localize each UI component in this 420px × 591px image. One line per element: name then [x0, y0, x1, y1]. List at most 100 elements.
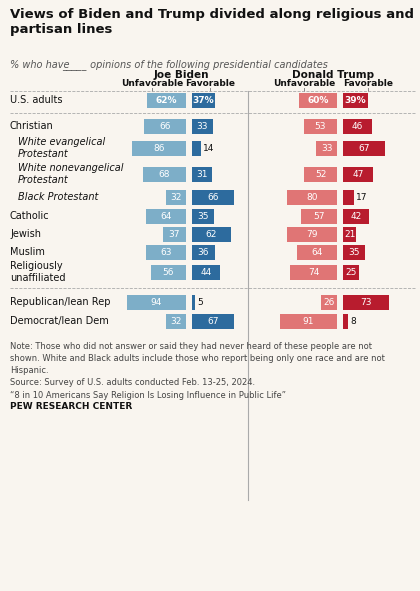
Bar	[163, 227, 186, 242]
Bar	[343, 295, 389, 310]
Text: 14: 14	[203, 144, 214, 153]
Text: Republican/lean Rep: Republican/lean Rep	[10, 297, 110, 307]
Text: Christian: Christian	[10, 121, 54, 131]
Text: White nonevangelical
Protestant: White nonevangelical Protestant	[18, 163, 123, 185]
Text: 63: 63	[160, 248, 172, 257]
Text: 44: 44	[200, 268, 212, 277]
Text: 46: 46	[352, 122, 363, 131]
Bar	[304, 167, 337, 182]
Bar	[192, 93, 215, 108]
Text: 62%: 62%	[156, 96, 177, 105]
Bar	[343, 93, 368, 108]
Text: Unfavorable: Unfavorable	[121, 79, 183, 88]
Text: 56: 56	[163, 268, 174, 277]
Bar	[192, 265, 220, 280]
Bar	[192, 314, 234, 329]
Bar	[143, 167, 186, 182]
Bar	[192, 209, 214, 224]
Bar	[343, 119, 372, 134]
Bar	[192, 141, 201, 156]
Text: 91: 91	[302, 317, 314, 326]
Text: 74: 74	[308, 268, 319, 277]
Text: 35: 35	[348, 248, 360, 257]
Text: 67: 67	[207, 317, 219, 326]
Text: U.S. adults: U.S. adults	[10, 95, 63, 105]
Bar	[147, 93, 186, 108]
Bar	[127, 295, 186, 310]
Text: 86: 86	[153, 144, 165, 153]
Text: 62: 62	[206, 230, 217, 239]
Text: Muslim: Muslim	[10, 247, 45, 257]
Text: 53: 53	[315, 122, 326, 131]
Text: 36: 36	[197, 248, 209, 257]
Text: 66: 66	[207, 193, 218, 202]
Text: 35: 35	[197, 212, 209, 221]
Bar	[343, 209, 370, 224]
Text: 64: 64	[160, 212, 171, 221]
Text: 73: 73	[360, 298, 372, 307]
Bar	[192, 245, 215, 260]
Bar	[192, 295, 195, 310]
Text: 79: 79	[306, 230, 318, 239]
Text: 32: 32	[170, 193, 181, 202]
Bar	[343, 141, 385, 156]
Text: Donald Trump: Donald Trump	[292, 70, 374, 80]
Text: 33: 33	[321, 144, 332, 153]
Text: 47: 47	[352, 170, 363, 179]
Bar	[299, 93, 337, 108]
Bar	[192, 227, 231, 242]
Bar	[290, 265, 337, 280]
Text: 5: 5	[197, 298, 203, 307]
Text: 42: 42	[351, 212, 362, 221]
Text: 26: 26	[323, 298, 334, 307]
Text: Jewish: Jewish	[10, 229, 41, 239]
Bar	[151, 265, 186, 280]
Bar	[343, 190, 354, 205]
Text: Favorable: Favorable	[185, 79, 235, 88]
Text: PEW RESEARCH CENTER: PEW RESEARCH CENTER	[10, 402, 132, 411]
Text: 64: 64	[311, 248, 323, 257]
Bar	[343, 167, 373, 182]
Text: 37%: 37%	[193, 96, 215, 105]
Bar	[280, 314, 337, 329]
Bar	[192, 167, 212, 182]
Bar	[166, 190, 186, 205]
Text: % who have: % who have	[10, 60, 69, 70]
Text: 25: 25	[345, 268, 357, 277]
Bar	[343, 265, 359, 280]
Bar	[146, 209, 186, 224]
Text: 33: 33	[197, 122, 208, 131]
Text: Catholic: Catholic	[10, 211, 50, 221]
Text: Views of Biden and Trump divided along religious and
partisan lines: Views of Biden and Trump divided along r…	[10, 8, 414, 37]
Text: Note: Those who did not answer or said they had never heard of these people are : Note: Those who did not answer or said t…	[10, 342, 385, 400]
Text: Black Protestant: Black Protestant	[18, 192, 98, 202]
Bar	[192, 190, 234, 205]
Bar	[286, 190, 337, 205]
Text: 60%: 60%	[307, 96, 329, 105]
Text: 31: 31	[196, 170, 207, 179]
Text: 17: 17	[356, 193, 367, 202]
Bar	[192, 119, 213, 134]
Bar	[343, 245, 365, 260]
Text: 57: 57	[313, 212, 325, 221]
Bar	[297, 245, 337, 260]
Text: 52: 52	[315, 170, 326, 179]
Text: Religiously
unaffiliated: Religiously unaffiliated	[10, 261, 66, 283]
Text: 68: 68	[159, 170, 171, 179]
Bar	[304, 119, 337, 134]
Text: 66: 66	[160, 122, 171, 131]
Bar	[287, 227, 337, 242]
Text: 8: 8	[350, 317, 356, 326]
Bar	[144, 119, 186, 134]
Bar	[320, 295, 337, 310]
Text: 39%: 39%	[344, 96, 366, 105]
Bar	[301, 209, 337, 224]
Text: Favorable: Favorable	[343, 79, 393, 88]
Text: 21: 21	[344, 230, 355, 239]
Bar	[132, 141, 186, 156]
Bar	[146, 245, 186, 260]
Text: 67: 67	[358, 144, 370, 153]
Bar	[166, 314, 186, 329]
Text: Unfavorable: Unfavorable	[273, 79, 335, 88]
Text: White evangelical
Protestant: White evangelical Protestant	[18, 137, 105, 159]
